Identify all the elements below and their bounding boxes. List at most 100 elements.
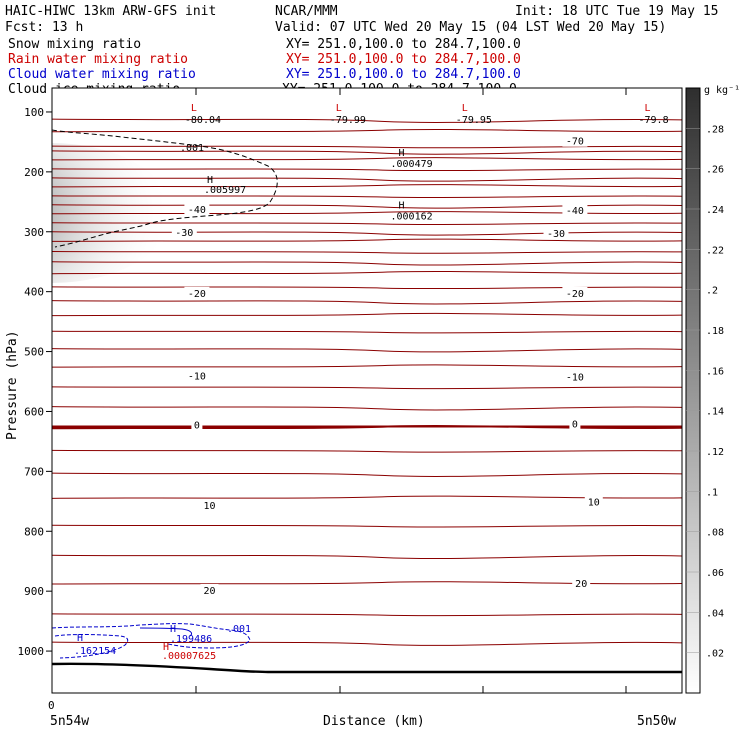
ice-max-value: .005997 — [204, 185, 246, 196]
contour-label: -40 — [566, 206, 584, 217]
temperature-contour-line — [52, 364, 682, 368]
colorbar-tick-label: .16 — [706, 366, 724, 377]
cloud-water-contour-outer — [52, 623, 251, 649]
contour-label-bg — [562, 370, 588, 383]
temperature-contour-line — [52, 251, 682, 254]
temperature-contour-line — [52, 348, 682, 353]
colorbar-tick-label: .06 — [706, 568, 724, 579]
temperature-contour-line — [52, 330, 682, 334]
contour-label-bg — [184, 203, 210, 215]
colorbar-tick-label: .02 — [706, 649, 724, 660]
y-tick-label: 200 — [24, 166, 44, 179]
cloud-water-max-marker-2: H — [170, 624, 176, 635]
temperature-contour-line — [52, 157, 682, 161]
y-tick-label: 300 — [24, 226, 44, 239]
contour-label: -20 — [566, 289, 584, 300]
contour-label-bg — [184, 369, 210, 382]
x-left-location: 5n54w — [50, 714, 89, 729]
cloud-water-contour-inner — [54, 634, 129, 659]
contour-label-bg — [200, 583, 219, 596]
temperature-contour-line — [52, 222, 682, 226]
contour-label-bg — [184, 286, 210, 299]
contour-label-bg — [543, 226, 569, 239]
terrain-line — [52, 662, 682, 674]
minimum-value: -79.99 — [330, 115, 366, 126]
org-label: NCAR/MMM — [275, 4, 338, 19]
colorbar-tick-label: .12 — [706, 447, 724, 458]
y-tick-label: 1000 — [18, 645, 45, 658]
temperature-contour-line — [52, 613, 682, 617]
colorbar-tick-label: .24 — [706, 205, 724, 216]
colorbar-tick-label: .18 — [706, 326, 724, 337]
contour-label: 20 — [203, 586, 215, 597]
contour-label: -20 — [188, 289, 206, 300]
temperature-contours — [52, 118, 682, 646]
contour-label-bg — [191, 418, 203, 431]
colorbar-tick-label: .1 — [706, 487, 718, 498]
x-ticks — [195, 88, 627, 693]
minimum-marker: L — [462, 103, 468, 114]
field-xy-rain: XY= 251.0,100.0 to 284.7,100.0 — [286, 52, 521, 67]
colorbar-tick-label: .04 — [706, 608, 724, 619]
rain-max-value: .00007625 — [162, 651, 216, 662]
temperature-contour-line — [52, 118, 682, 123]
y-tick-label: 100 — [24, 106, 44, 119]
field-label-rain: Rain water mixing ratio — [8, 52, 188, 67]
temperature-contour-line — [52, 270, 682, 275]
contour-label: 0 — [572, 419, 578, 430]
temperature-contour-line — [52, 554, 682, 560]
y-tick-label: 400 — [24, 286, 44, 299]
minimum-marker: L — [191, 103, 197, 114]
temperature-contour-line — [52, 472, 682, 477]
colorbar-tick-label: .26 — [706, 165, 724, 176]
temperature-contour-line — [52, 129, 682, 133]
y-tick-label: 600 — [24, 405, 44, 418]
temperature-contour-line — [52, 524, 682, 528]
x-right-location: 5n50w — [637, 714, 676, 729]
temperature-contour-line — [52, 495, 682, 499]
temperature-contour-line — [52, 195, 682, 199]
temperature-contour-line — [52, 386, 682, 390]
colorbar-tick-label: .08 — [706, 528, 724, 539]
figure-title: HAIC-HIWC 13km ARW-GFS init — [5, 4, 216, 19]
cloud-water-contour-label: .001 — [227, 624, 251, 635]
temperature-contour-line — [52, 184, 682, 188]
temperature-contour-line — [52, 406, 682, 411]
snow-max-marker: H — [399, 148, 405, 159]
temperature-contour-line — [52, 150, 682, 155]
ice-max-marker: H — [207, 175, 213, 186]
x-tick-zero: 0 — [48, 699, 55, 712]
temperature-contour-line — [52, 168, 682, 172]
init-time: Init: 18 UTC Tue 19 May 15 — [515, 4, 719, 19]
colorbar-tick-label: .22 — [706, 245, 724, 256]
y-tick-label: 700 — [24, 465, 44, 478]
y-ticks: 100 200 300 400 500 600 700 800 900 1000 — [18, 106, 52, 658]
temperature-contour-line — [52, 261, 682, 266]
cloud-water-contour-mid — [139, 627, 193, 637]
colorbar-tick-label: .14 — [706, 407, 724, 418]
contour-label: -70 — [566, 137, 584, 148]
contour-label: -10 — [188, 372, 206, 383]
temperature-minima: L-80.04L-79.99L-79.95L-79.8 — [185, 103, 669, 126]
colorbar-tick-label: .2 — [706, 286, 718, 297]
colorbar-unit: g kg⁻¹ — [704, 85, 740, 96]
minimum-value: -79.95 — [456, 115, 492, 126]
ice-contour-label: .001 — [180, 143, 204, 154]
temperature-contour-line — [52, 177, 682, 182]
colorbar-tick-label: .28 — [706, 124, 724, 135]
field-xy-cloud-water: XY= 251.0,100.0 to 284.7,100.0 — [286, 67, 521, 82]
minimum-value: -80.04 — [185, 115, 221, 126]
minimum-marker: L — [336, 103, 342, 114]
minimum-value: -79.8 — [639, 115, 669, 126]
contour-label: 20 — [575, 579, 587, 590]
temperature-contour-line — [52, 641, 682, 646]
contour-label: -40 — [188, 205, 206, 216]
contour-label-bg — [562, 286, 588, 299]
y-axis-label: Pressure (hPa) — [5, 330, 20, 440]
contour-label-bg — [584, 495, 603, 508]
contour-label-bg — [562, 204, 588, 217]
rain-max-marker: H — [163, 642, 169, 653]
snow-max-value: .000479 — [391, 159, 433, 170]
y-tick-label: 500 — [24, 346, 44, 359]
